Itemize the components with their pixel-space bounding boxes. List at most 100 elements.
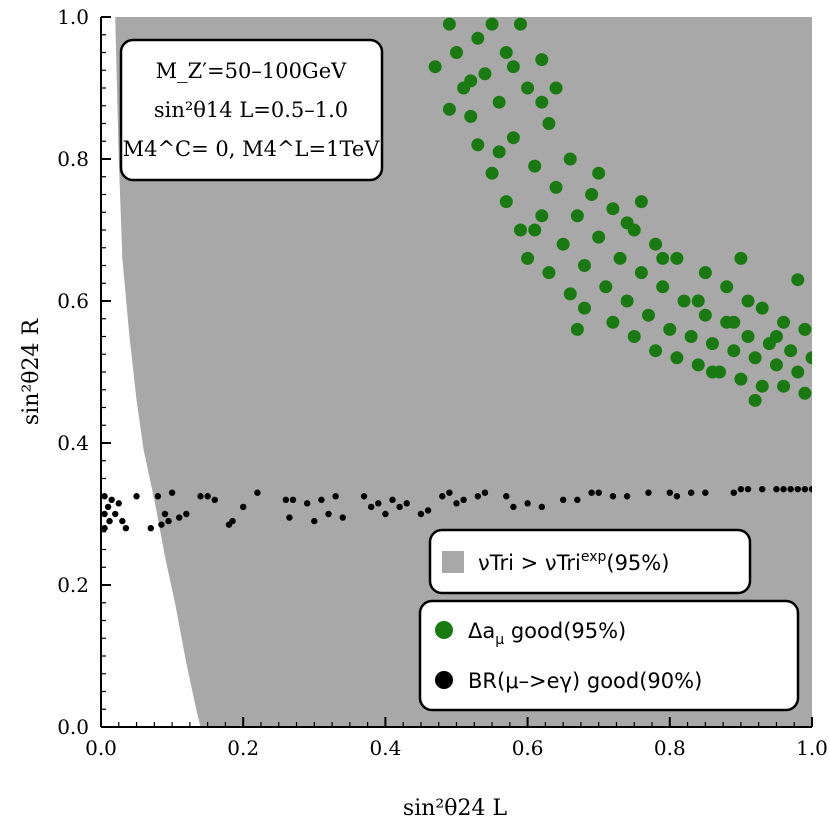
green-point: [535, 95, 549, 109]
black-point: [229, 517, 236, 525]
black-point: [303, 500, 311, 507]
y-tick-label: 0.4: [57, 431, 89, 455]
black-point: [595, 489, 602, 496]
green-point: [741, 330, 755, 343]
black-point: [780, 485, 787, 493]
annotation-line-2: sin²θ14 L=0.5–1.0: [154, 98, 348, 122]
black-point: [524, 500, 531, 507]
black-point: [673, 493, 681, 500]
green-point: [670, 351, 684, 365]
axes: 0.0 0.2 0.4 0.6 0.8 1.0 0.0 0.2 0.4 0.6 0.8 1.0: [57, 5, 828, 760]
green-point: [755, 379, 769, 393]
black-point: [382, 510, 389, 518]
green-point: [748, 351, 762, 365]
legend-region-box: νTri > νTriexp(95%): [428, 528, 752, 595]
black-point: [424, 507, 432, 514]
y-tick-label: 0.8: [57, 147, 89, 171]
green-point: [549, 180, 563, 194]
green-point: [777, 379, 791, 393]
black-point: [183, 510, 190, 518]
green-point: [492, 145, 506, 159]
black-point: [133, 493, 140, 500]
green-point: [585, 188, 599, 201]
black-point: [318, 496, 325, 503]
x-tick-label: 0.0: [85, 736, 117, 760]
black-point: [453, 500, 460, 507]
green-point: [627, 330, 641, 343]
black-point: [773, 485, 780, 493]
black-point: [787, 485, 794, 493]
green-point: [570, 322, 584, 336]
green-point: [478, 67, 492, 81]
green-point: [464, 74, 478, 88]
black-point: [375, 500, 382, 507]
green-point: [542, 266, 556, 280]
green-point: [521, 251, 535, 265]
green-point: [485, 17, 499, 31]
green-point: [734, 251, 748, 265]
black-point: [165, 517, 172, 525]
black-point: [559, 496, 567, 503]
black-point: [339, 514, 346, 521]
black-point: [702, 489, 709, 496]
black-point: [112, 510, 119, 518]
annotation-line-1: M_Z′=50–100GeV: [156, 59, 347, 83]
black-point: [367, 503, 375, 511]
green-point: [592, 166, 606, 180]
black-point: [730, 489, 737, 496]
green-point: [698, 308, 712, 322]
legend-black-marker: [435, 671, 453, 689]
green-point: [741, 294, 755, 308]
green-point: [734, 372, 748, 386]
black-point: [609, 493, 617, 500]
green-point: [705, 337, 719, 351]
green-point: [577, 301, 591, 315]
black-point: [474, 493, 482, 500]
y-tick-label: 0.2: [57, 573, 89, 597]
black-point: [122, 525, 130, 532]
green-point: [769, 358, 783, 372]
black-point: [801, 485, 809, 493]
green-point: [442, 17, 456, 31]
legend-green-label: Δaμ good(95%): [468, 619, 626, 648]
green-point: [521, 81, 535, 95]
green-point: [634, 266, 648, 280]
green-point: [542, 117, 556, 130]
y-tick-label: 1.0: [57, 5, 89, 29]
legend-points-box: Δaμ good(95%) BR(μ–>eγ) good(90%): [418, 599, 800, 712]
y-axis-title: sin²θ24 R: [19, 318, 44, 426]
green-point: [705, 365, 719, 379]
green-point: [556, 237, 570, 251]
green-point: [677, 294, 691, 308]
green-point: [442, 102, 456, 116]
green-point-series: [428, 17, 812, 407]
annotation-line-3: M4^C= 0, M4^L=1TeV: [123, 137, 381, 161]
green-point: [649, 237, 663, 251]
parameter-annotation-box: M_Z′=50–100GeV sin²θ14 L=0.5–1.0 M4^C= 0…: [119, 38, 384, 182]
green-point: [428, 60, 442, 74]
green-point: [606, 202, 620, 216]
black-point: [240, 503, 247, 511]
green-point: [656, 251, 670, 265]
black-point: [104, 503, 112, 511]
x-tick-label: 1.0: [796, 736, 828, 760]
black-point: [311, 517, 318, 525]
green-point: [620, 294, 634, 308]
green-point: [535, 53, 549, 67]
legend-black-label: BR(μ–>eγ) good(90%): [468, 669, 702, 693]
black-point: [389, 496, 396, 503]
black-point: [211, 496, 218, 503]
black-point: [176, 514, 183, 521]
green-point: [649, 344, 663, 358]
black-point: [574, 496, 581, 503]
black-point: [808, 485, 812, 493]
black-point: [794, 485, 801, 493]
black-point: [360, 493, 368, 500]
black-point: [332, 493, 339, 500]
green-point: [513, 17, 527, 31]
y-axis-title-group: sin²θ24 R: [19, 318, 44, 426]
green-point: [784, 344, 798, 358]
green-point: [663, 322, 677, 336]
black-point: [510, 503, 517, 511]
